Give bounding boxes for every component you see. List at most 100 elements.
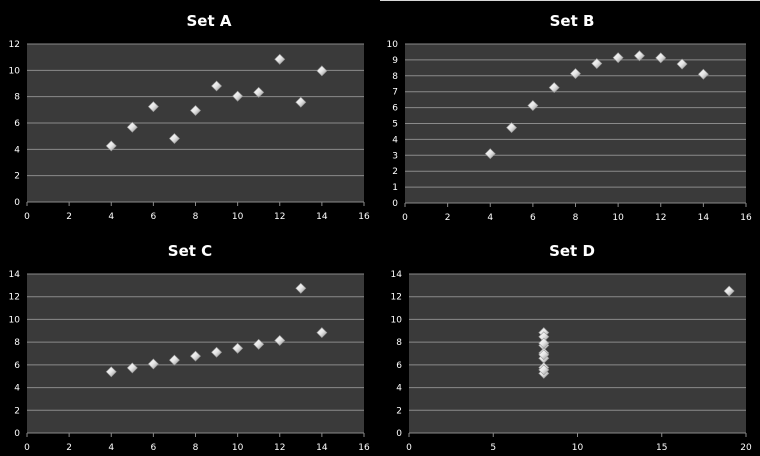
chart-title: Set D bbox=[549, 242, 595, 260]
data-point bbox=[612, 52, 624, 64]
data-point bbox=[484, 148, 496, 160]
data-point bbox=[295, 282, 307, 294]
y-tick-label: 0 bbox=[14, 198, 20, 208]
data-point bbox=[527, 100, 539, 111]
y-tick-label: 4 bbox=[14, 384, 20, 394]
y-tick-label: 12 bbox=[9, 293, 20, 303]
chart-panel-4: Set D 0 2 4 6 8 10 12 14 0 5 10 15 20 bbox=[391, 242, 752, 453]
data-point bbox=[126, 362, 138, 374]
y-tick-label: 8 bbox=[14, 93, 20, 103]
data-point bbox=[253, 338, 265, 350]
data-point bbox=[274, 335, 286, 346]
x-tick-label: 0 bbox=[24, 212, 30, 222]
x-tick-label: 14 bbox=[316, 443, 328, 453]
y-tick-label: 4 bbox=[396, 384, 402, 394]
x-tick-label: 2 bbox=[66, 212, 72, 222]
data-point bbox=[232, 342, 244, 354]
x-tick-label: 5 bbox=[490, 443, 496, 453]
x-tick-label: 12 bbox=[274, 212, 285, 222]
x-tick-label: 4 bbox=[108, 212, 114, 222]
x-tick-label: 8 bbox=[193, 443, 199, 453]
data-point bbox=[211, 80, 222, 92]
y-tick-label: 7 bbox=[392, 88, 398, 98]
chart-title: Set A bbox=[187, 12, 232, 30]
x-tick-label: 0 bbox=[406, 443, 412, 453]
x-tick-label: 16 bbox=[358, 212, 370, 222]
x-tick-label: 6 bbox=[530, 213, 536, 223]
chart-panel-3: Set C 0 2 4 6 8 10 12 14 0 2 4 6 8 10 12 14 16 bbox=[9, 242, 370, 453]
data-point bbox=[147, 358, 159, 370]
x-tick-label: 12 bbox=[274, 443, 285, 453]
y-tick-label: 8 bbox=[392, 72, 398, 82]
x-tick-label: 10 bbox=[232, 443, 244, 453]
y-tick-label: 1 bbox=[392, 183, 398, 193]
x-tick-label: 6 bbox=[151, 443, 157, 453]
y-tick-label: 8 bbox=[396, 338, 402, 348]
data-point bbox=[190, 350, 201, 362]
y-tick-label: 4 bbox=[14, 145, 20, 155]
data-point bbox=[506, 122, 517, 134]
data-point bbox=[211, 346, 222, 358]
y-tick-label: 14 bbox=[9, 270, 21, 280]
data-point bbox=[105, 366, 117, 378]
y-tick-label: 2 bbox=[14, 172, 20, 182]
chart-title: Set C bbox=[168, 242, 212, 260]
data-point bbox=[591, 58, 603, 69]
x-tick-label: 8 bbox=[193, 212, 199, 222]
y-tick-label: 2 bbox=[396, 406, 402, 416]
y-tick-label: 8 bbox=[14, 338, 20, 348]
y-tick-label: 6 bbox=[392, 104, 398, 114]
data-point bbox=[697, 68, 709, 80]
x-tick-label: 4 bbox=[487, 213, 493, 223]
y-tick-label: 5 bbox=[392, 120, 398, 130]
y-tick-label: 12 bbox=[9, 40, 20, 50]
top-edge-line bbox=[380, 0, 760, 1]
y-tick-label: 2 bbox=[392, 167, 398, 177]
chart-title: Set B bbox=[550, 12, 595, 30]
x-tick-label: 10 bbox=[232, 212, 244, 222]
data-point bbox=[274, 53, 286, 65]
plot-area bbox=[409, 274, 746, 433]
y-tick-label: 10 bbox=[9, 66, 21, 76]
x-tick-label: 2 bbox=[66, 443, 72, 453]
data-point bbox=[538, 349, 550, 361]
x-tick-label: 2 bbox=[445, 213, 451, 223]
y-tick-label: 6 bbox=[396, 361, 402, 371]
x-tick-label: 16 bbox=[358, 443, 370, 453]
y-tick-label: 9 bbox=[392, 56, 398, 66]
y-tick-label: 4 bbox=[392, 135, 398, 145]
data-point bbox=[676, 58, 688, 70]
y-tick-label: 0 bbox=[14, 429, 20, 439]
y-tick-label: 2 bbox=[14, 406, 20, 416]
y-tick-label: 10 bbox=[9, 315, 21, 325]
x-tick-label: 12 bbox=[655, 213, 666, 223]
y-tick-label: 10 bbox=[391, 315, 403, 325]
data-point bbox=[169, 354, 180, 366]
y-tick-label: 0 bbox=[396, 429, 402, 439]
x-tick-label: 16 bbox=[740, 213, 752, 223]
data-point bbox=[126, 121, 138, 133]
y-tick-label: 6 bbox=[14, 119, 20, 129]
y-tick-label: 3 bbox=[392, 151, 398, 161]
y-tick-label: 10 bbox=[387, 40, 399, 50]
data-point bbox=[655, 52, 667, 64]
x-tick-label: 0 bbox=[24, 443, 30, 453]
chart-panel-1: Set A 0 2 4 6 8 10 12 0 2 4 6 8 10 12 14 16 bbox=[9, 12, 370, 222]
x-tick-label: 14 bbox=[316, 212, 328, 222]
y-tick-label: 0 bbox=[392, 199, 398, 209]
y-tick-label: 6 bbox=[14, 361, 20, 371]
x-tick-label: 20 bbox=[740, 443, 752, 453]
data-point bbox=[548, 82, 560, 93]
y-tick-label: 12 bbox=[391, 293, 402, 303]
x-tick-label: 6 bbox=[151, 212, 157, 222]
data-point bbox=[538, 364, 550, 376]
data-point bbox=[570, 68, 581, 79]
data-point bbox=[190, 105, 201, 116]
data-point bbox=[538, 337, 550, 349]
data-point bbox=[316, 65, 328, 77]
y-tick-label: 14 bbox=[391, 270, 403, 280]
data-point bbox=[232, 90, 244, 102]
x-tick-label: 4 bbox=[108, 443, 114, 453]
